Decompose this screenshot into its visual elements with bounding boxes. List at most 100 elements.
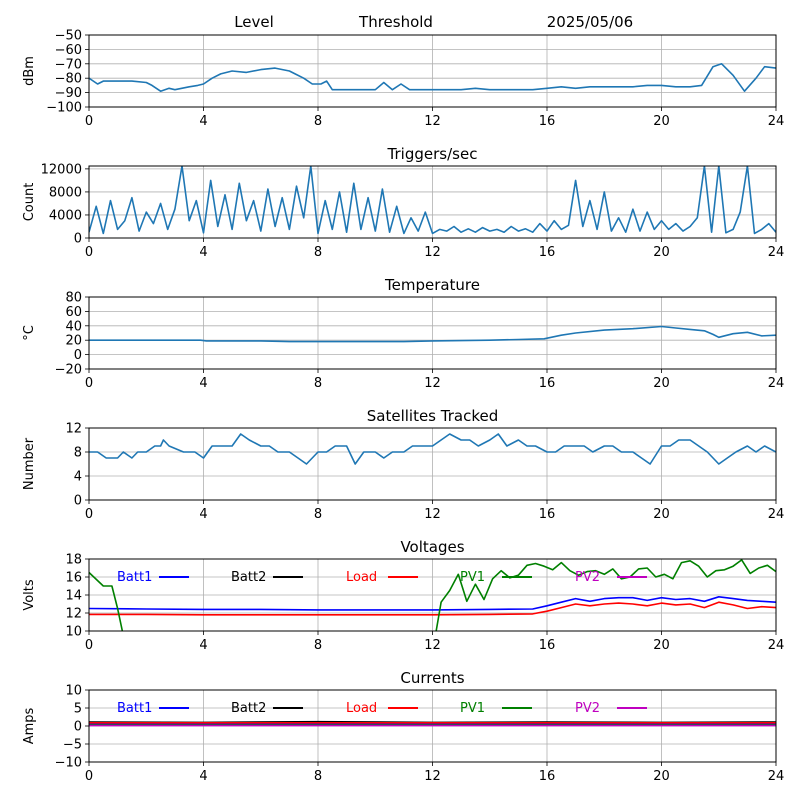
x-tick-label: 20: [653, 376, 670, 391]
y-axis-label: dBm: [22, 56, 37, 86]
y-tick-label: 10: [65, 625, 82, 640]
x-tick-label: 0: [85, 245, 93, 260]
series-group: [89, 720, 776, 727]
series-group: [89, 325, 776, 343]
legend-label: PV1: [460, 701, 485, 716]
legend-label: Batt2: [231, 570, 266, 585]
series-line: [89, 559, 776, 631]
y-tick-label: 10: [65, 684, 82, 699]
series-group: [89, 62, 776, 92]
chart-title: Triggers/sec: [387, 145, 478, 163]
y-tick-label: −100: [46, 101, 82, 116]
x-tick-label: 4: [199, 376, 207, 391]
y-tick-label: −60: [55, 43, 82, 58]
x-tick-label: 16: [539, 769, 556, 784]
header-labels: Level Threshold 2025/05/06: [234, 13, 633, 31]
x-tick-label: 24: [768, 769, 785, 784]
y-axis-label: Amps: [22, 707, 37, 744]
y-axis-label: Volts: [22, 579, 37, 611]
y-tick-label: −80: [55, 72, 82, 87]
chart-title: Voltages: [400, 538, 464, 556]
x-tick-label: 24: [768, 638, 785, 653]
x-tick-label: 0: [85, 376, 93, 391]
y-tick-label: 8: [74, 446, 82, 461]
x-tick-label: 24: [768, 114, 785, 129]
x-tick-label: 0: [85, 114, 93, 129]
x-tick-label: 20: [653, 114, 670, 129]
x-tick-label: 0: [85, 769, 93, 784]
x-tick-label: 12: [424, 245, 441, 260]
series-group: [89, 559, 776, 631]
y-tick-label: −50: [55, 29, 82, 44]
chart-title: Satellites Tracked: [367, 407, 498, 425]
legend-label: Batt1: [117, 570, 152, 585]
y-tick-label: 20: [65, 334, 82, 349]
x-tick-label: 12: [424, 638, 441, 653]
x-tick-label: 8: [314, 376, 322, 391]
x-tick-label: 20: [653, 769, 670, 784]
series-line: [89, 62, 776, 92]
legend-label: Load: [346, 570, 377, 585]
x-tick-label: 12: [424, 114, 441, 129]
y-tick-label: 12000: [41, 162, 82, 177]
x-tick-label: 20: [653, 638, 670, 653]
x-tick-label: 4: [199, 245, 207, 260]
legend-label: PV1: [460, 570, 485, 585]
series-line: [89, 325, 776, 343]
header-threshold-label: Threshold: [358, 13, 433, 31]
x-tick-label: 8: [314, 769, 322, 784]
y-tick-label: 0: [74, 348, 82, 363]
x-tick-label: 4: [199, 507, 207, 522]
series-group: [89, 433, 776, 465]
chart-panel: 0 4 8 12 16 20 24 0 4000 8000 12000 Triggers/sec Cou…: [22, 145, 784, 260]
x-tick-label: 8: [314, 638, 322, 653]
y-axis-label: °C: [22, 325, 37, 341]
y-tick-label: −5: [63, 738, 82, 753]
y-tick-label: −90: [55, 86, 82, 101]
chart-panel: 0 4 8 12 16 20 24 0 4 8 12 Satellites Tracked Number: [22, 407, 784, 522]
x-tick-label: 8: [314, 507, 322, 522]
x-tick-label: 16: [539, 376, 556, 391]
legend-label: Batt1: [117, 701, 152, 716]
chart-panel: 0 4 8 12 16 20 24 −10 −5 0 5 10 Currents Amps Batt1 Bat…: [22, 669, 784, 784]
x-tick-label: 8: [314, 245, 322, 260]
legend-label: PV2: [575, 701, 600, 716]
y-tick-label: 4000: [49, 208, 82, 223]
header-level-label: Level: [234, 13, 274, 31]
chart-title: Temperature: [384, 276, 480, 294]
y-tick-label: 0: [74, 494, 82, 509]
y-tick-label: 80: [65, 291, 82, 306]
x-tick-label: 24: [768, 507, 785, 522]
series-line: [89, 595, 776, 611]
legend-label: PV2: [575, 570, 600, 585]
y-tick-label: 0: [74, 232, 82, 247]
y-axis-label: Number: [22, 437, 37, 490]
chart-panel: 0 4 8 12 16 20 24 10 12 14 16 18 Voltages Volts Batt1 B…: [22, 538, 784, 653]
x-tick-label: 8: [314, 114, 322, 129]
y-tick-label: 8000: [49, 185, 82, 200]
y-tick-label: 0: [74, 720, 82, 735]
x-tick-label: 16: [539, 507, 556, 522]
chart-panel: 0 4 8 12 16 20 24 −100−90−80−70−60−50 dBm: [22, 29, 784, 130]
x-tick-label: 0: [85, 507, 93, 522]
y-tick-label: 60: [65, 305, 82, 320]
y-tick-label: 5: [74, 702, 82, 717]
y-tick-label: −20: [55, 363, 82, 378]
legend-label: Batt2: [231, 701, 266, 716]
y-tick-label: 12: [65, 422, 82, 437]
series-line: [89, 433, 776, 465]
x-tick-label: 16: [539, 114, 556, 129]
y-tick-label: −70: [55, 57, 82, 72]
x-tick-label: 4: [199, 638, 207, 653]
x-tick-label: 12: [424, 376, 441, 391]
series-line: [89, 601, 776, 616]
x-tick-label: 12: [424, 507, 441, 522]
header-date: 2025/05/06: [547, 13, 633, 31]
y-axis-label: Count: [22, 183, 37, 222]
x-tick-label: 4: [199, 769, 207, 784]
x-tick-label: 4: [199, 114, 207, 129]
x-tick-label: 24: [768, 376, 785, 391]
